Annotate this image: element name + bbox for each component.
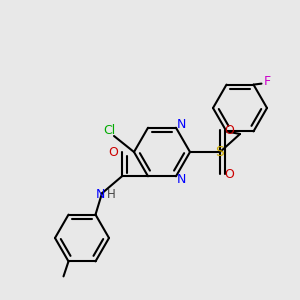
Text: H: H bbox=[106, 188, 116, 201]
Text: N: N bbox=[176, 118, 186, 131]
Text: Cl: Cl bbox=[103, 124, 115, 136]
Text: O: O bbox=[224, 124, 234, 136]
Text: S: S bbox=[216, 145, 224, 159]
Text: N: N bbox=[95, 188, 105, 201]
Text: F: F bbox=[264, 75, 271, 88]
Text: N: N bbox=[176, 173, 186, 186]
Text: O: O bbox=[224, 167, 234, 181]
Text: O: O bbox=[108, 146, 118, 159]
